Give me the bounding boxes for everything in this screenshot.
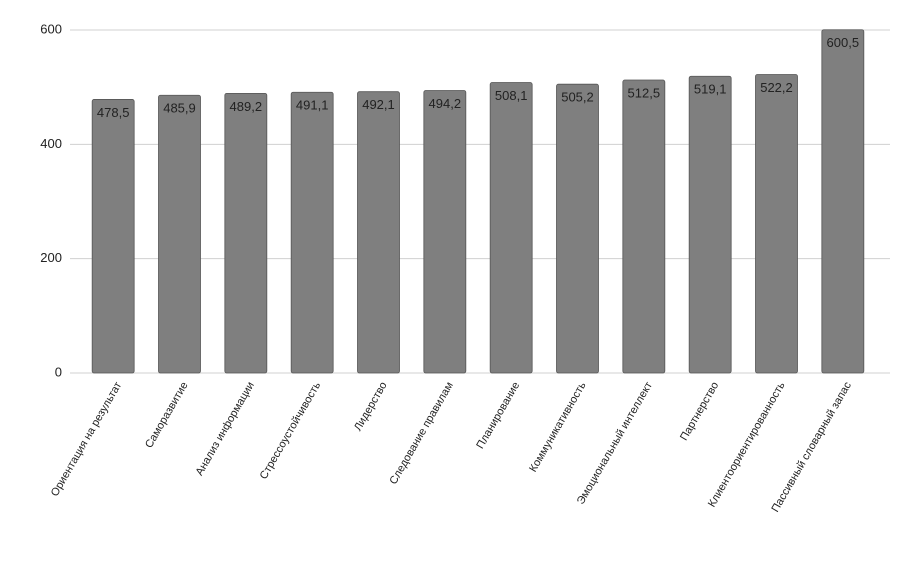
bar bbox=[556, 83, 599, 374]
x-tick-label: Эмоциональный интеллект bbox=[575, 380, 655, 507]
bar bbox=[423, 90, 467, 374]
bar bbox=[688, 75, 732, 374]
bar bbox=[489, 82, 533, 374]
value-label: 489,2 bbox=[230, 99, 263, 114]
value-label: 519,1 bbox=[694, 82, 727, 97]
value-label: 492,1 bbox=[362, 97, 395, 112]
bar bbox=[622, 79, 666, 374]
x-tick-label: Планирование bbox=[474, 380, 522, 451]
value-label: 505,2 bbox=[561, 90, 594, 105]
value-label: 508,1 bbox=[495, 88, 528, 103]
bar bbox=[290, 91, 334, 374]
x-tick-label: Лидерство bbox=[352, 380, 390, 433]
x-tick-label: Коммуникативность bbox=[527, 380, 588, 474]
value-label: 522,2 bbox=[760, 80, 793, 95]
x-tick-label: Стрессоустойчивость bbox=[258, 380, 324, 482]
value-label: 512,5 bbox=[628, 85, 661, 100]
y-tick-label: 200 bbox=[40, 250, 62, 265]
bar bbox=[755, 74, 798, 374]
value-label: 494,2 bbox=[429, 96, 462, 111]
x-tick-label: Пассивный словарный запас bbox=[769, 380, 854, 515]
bar bbox=[357, 91, 400, 374]
value-label: 600,5 bbox=[827, 35, 860, 50]
y-tick-label: 0 bbox=[55, 364, 62, 379]
x-tick-label: Саморазвитие bbox=[143, 380, 191, 450]
bar bbox=[158, 94, 201, 374]
bar bbox=[91, 99, 135, 374]
value-label: 491,1 bbox=[296, 98, 329, 113]
x-tick-label: Следование правилам bbox=[387, 380, 456, 487]
value-label: 485,9 bbox=[163, 101, 196, 116]
x-tick-label: Анализ информации bbox=[194, 380, 257, 478]
y-tick-label: 600 bbox=[40, 21, 62, 36]
x-tick-label: Ориентация на результат bbox=[49, 380, 124, 499]
y-tick-label: 400 bbox=[40, 136, 62, 151]
x-tick-label: Партнерство bbox=[678, 380, 721, 443]
x-tick-label: Клиентоориентированность bbox=[706, 380, 788, 510]
bar bbox=[224, 92, 268, 374]
bar bbox=[821, 29, 865, 374]
value-label: 478,5 bbox=[97, 105, 130, 120]
